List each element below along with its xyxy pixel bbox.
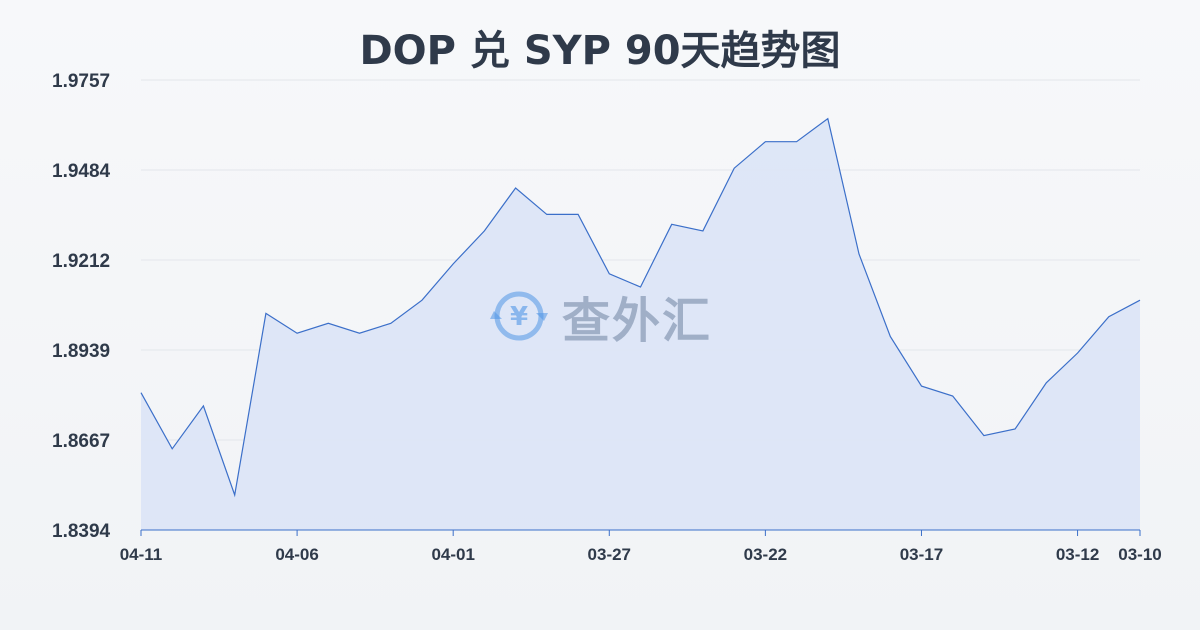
watermark-text: 查外汇 [562, 293, 713, 349]
x-tick-label: 04-06 [275, 545, 318, 564]
x-tick-label: 03-17 [900, 545, 943, 564]
y-tick-label: 1.9757 [52, 71, 110, 92]
y-tick-label: 1.8939 [52, 341, 110, 362]
x-tick-label: 03-10 [1118, 545, 1161, 564]
x-tick-label: 03-27 [588, 545, 631, 564]
y-tick-label: 1.8394 [52, 521, 111, 542]
x-tick-label: 03-12 [1056, 545, 1099, 564]
x-tick-label: 04-11 [120, 545, 163, 564]
x-tick-label: 03-22 [744, 545, 787, 564]
x-tick-label: 04-01 [431, 545, 474, 564]
watermark: ¥ 查外汇 [488, 286, 712, 349]
series-area-fill [141, 118, 1140, 530]
y-tick-label: 1.9484 [52, 161, 111, 182]
y-tick-label: 1.8667 [52, 431, 110, 452]
x-axis-ticks: 04-11 04-06 04-01 03-27 03-22 03-17 03-12 03-10 [120, 530, 1162, 564]
series-line [140, 117, 1141, 498]
chart-title: DOP 兑 SYP 90天趋势图 [359, 28, 841, 74]
svg-text:¥: ¥ [510, 302, 528, 332]
y-tick-label: 1.9212 [52, 251, 110, 272]
y-axis-ticks: 1.9757 1.9484 1.9212 1.8939 1.8667 1.8394 [52, 71, 111, 542]
yuan-exchange-icon: ¥ [490, 291, 548, 341]
